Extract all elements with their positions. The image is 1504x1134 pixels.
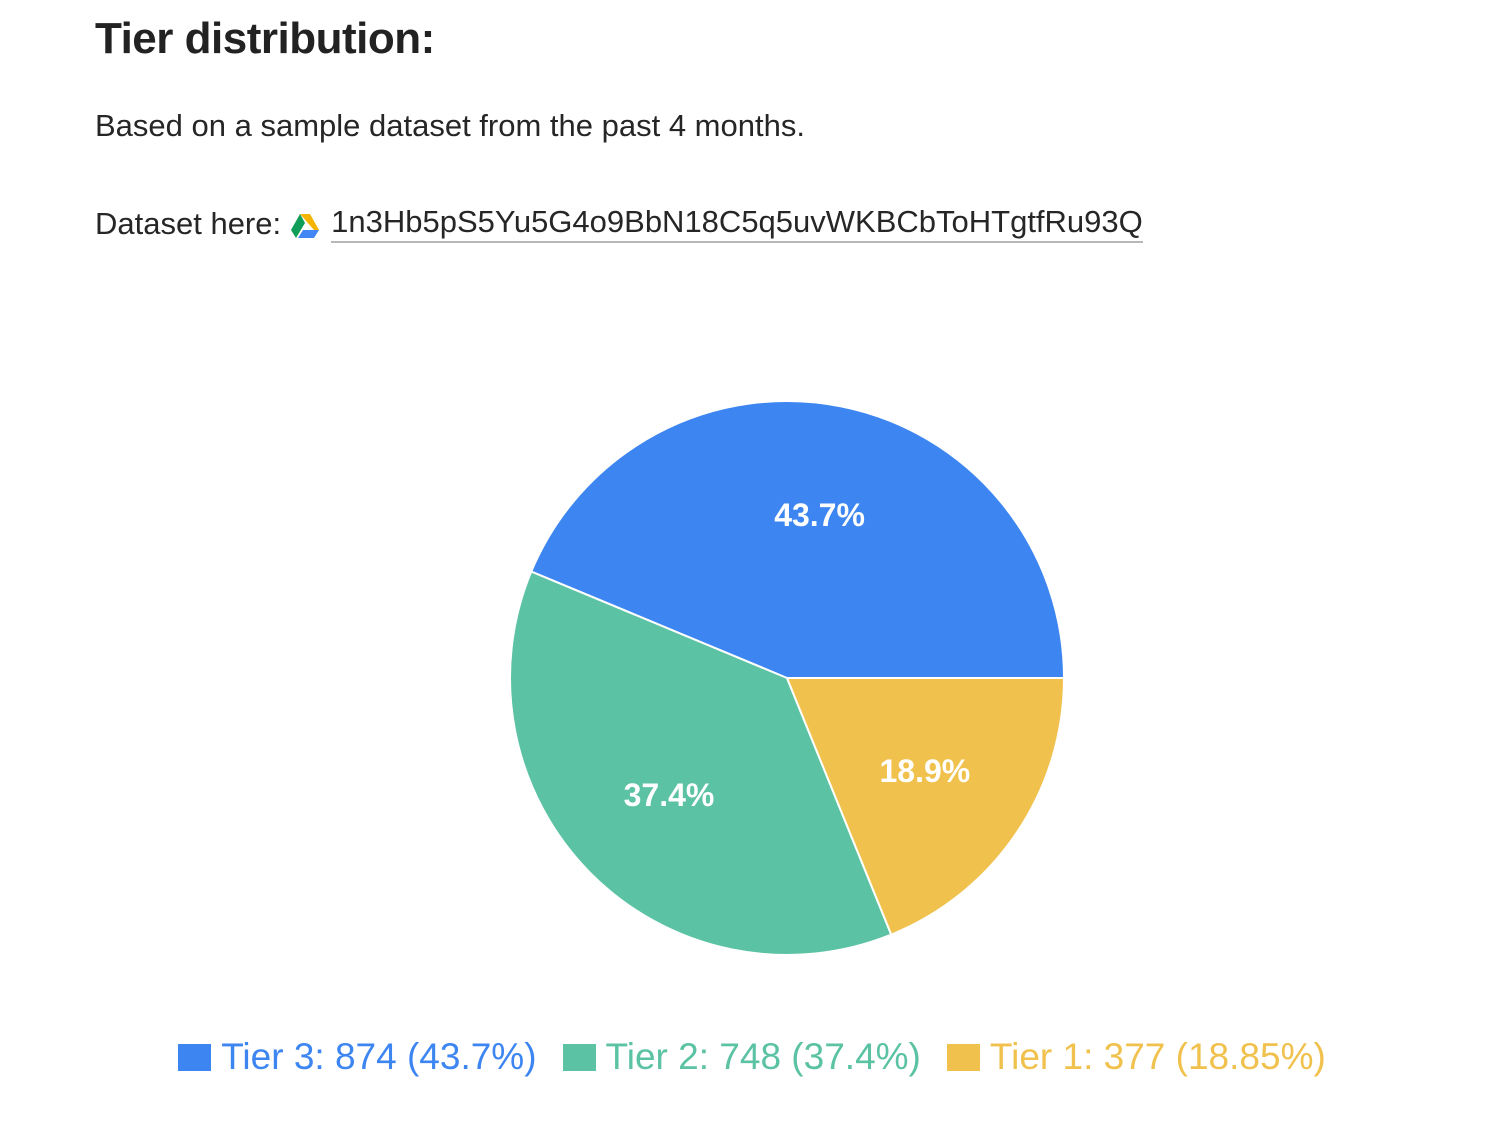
dataset-line: Dataset here: 1n3Hb5pS5Yu5G4o9BbN18C5q5u… bbox=[95, 204, 1143, 243]
dataset-link[interactable]: 1n3Hb5pS5Yu5G4o9BbN18C5q5uvWKBCbToHTgtfR… bbox=[331, 204, 1143, 243]
legend-item-tier-2[interactable]: Tier 2: 748 (37.4%) bbox=[562, 1036, 921, 1078]
dataset-label: Dataset here: bbox=[95, 205, 282, 241]
slice-label-tier-2: 37.4% bbox=[624, 777, 715, 813]
pie-slice-tier-1[interactable] bbox=[785, 677, 1066, 936]
legend-swatch bbox=[178, 1043, 212, 1071]
slice-label-tier-1: 18.9% bbox=[880, 753, 971, 789]
legend-label: Tier 1: 377 (18.85%) bbox=[989, 1036, 1326, 1077]
page-title: Tier distribution: bbox=[95, 14, 435, 63]
legend-label: Tier 3: 874 (43.7%) bbox=[221, 1036, 537, 1077]
slice-label-tier-3: 43.7% bbox=[774, 497, 865, 533]
pie-slice-tier-2[interactable] bbox=[509, 570, 893, 956]
legend-swatch bbox=[946, 1043, 980, 1071]
chart-legend: Tier 3: 874 (43.7%) Tier 2: 748 (37.4%) Ti… bbox=[0, 1036, 1504, 1078]
legend-label: Tier 2: 748 (37.4%) bbox=[605, 1036, 921, 1077]
legend-swatch bbox=[562, 1043, 596, 1071]
legend-item-tier-3[interactable]: Tier 3: 874 (43.7%) bbox=[178, 1036, 537, 1078]
intro-text: Based on a sample dataset from the past … bbox=[95, 108, 805, 143]
legend-item-tier-1[interactable]: Tier 1: 377 (18.85%) bbox=[946, 1036, 1326, 1078]
pie-slice-tier-3[interactable] bbox=[529, 400, 1066, 679]
google-drive-icon bbox=[290, 211, 320, 238]
